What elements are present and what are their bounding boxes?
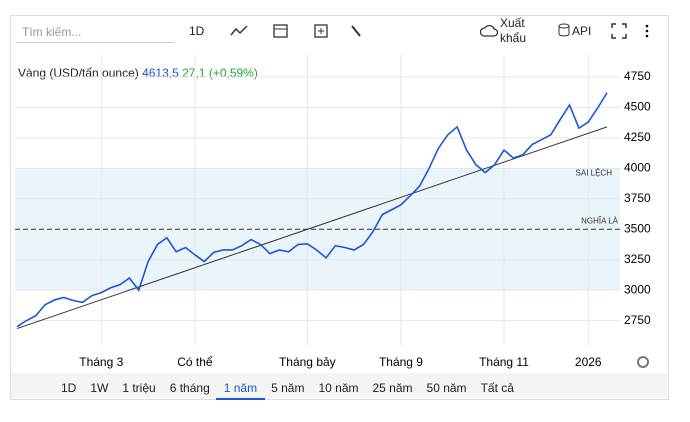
toolbar-icons xyxy=(230,24,361,38)
range-button[interactable]: 1 triệu xyxy=(122,381,156,395)
range-button[interactable]: 25 năm xyxy=(372,381,413,395)
x-tick-label: 2026 xyxy=(575,355,602,369)
trend-line xyxy=(16,126,608,330)
search-input[interactable]: Tìm kiếm... xyxy=(16,20,174,43)
x-tick-label: Tháng bảy xyxy=(279,355,336,369)
range-button[interactable]: 10 năm xyxy=(318,381,359,395)
fullscreen-menu-icons[interactable] xyxy=(610,22,655,40)
widget xyxy=(10,15,669,400)
calendar-icon[interactable] xyxy=(273,24,288,38)
range-button[interactable]: 50 năm xyxy=(426,381,467,395)
band-label: SAI LỆCH xyxy=(576,168,613,177)
interval-button[interactable]: 1D xyxy=(189,24,205,38)
y-tick-label: 4750 xyxy=(624,69,651,83)
api-button[interactable]: API xyxy=(572,24,592,38)
x-tick-label: Tháng 3 xyxy=(79,355,123,369)
x-tick-label: Tháng 9 xyxy=(379,355,423,369)
range-button[interactable]: Tất cả xyxy=(480,381,514,395)
y-tick-label: 3250 xyxy=(624,252,651,266)
range-button[interactable]: 5 năm xyxy=(271,381,305,395)
export-button[interactable]: Xuất khẩu xyxy=(500,16,527,45)
y-tick-label: 2750 xyxy=(624,313,651,327)
range-button[interactable]: 1 năm xyxy=(215,381,266,400)
add-icon[interactable] xyxy=(314,24,328,38)
y-tick-label: 4500 xyxy=(624,100,651,114)
chart-type-icon[interactable] xyxy=(230,25,248,36)
add-icon-plus xyxy=(318,28,324,34)
price-line xyxy=(16,92,608,328)
y-tick-label: 4000 xyxy=(624,160,651,174)
range-button[interactable]: 1W xyxy=(90,381,109,395)
x-tick-label: Tháng 11 xyxy=(479,355,529,369)
range-button[interactable]: 6 tháng xyxy=(169,381,210,395)
mean-label: NGHĨA LÀ xyxy=(581,216,619,225)
api-icon xyxy=(558,23,570,37)
tools-icon[interactable] xyxy=(351,25,361,37)
range-button[interactable]: 1D xyxy=(61,381,77,395)
export-icon[interactable] xyxy=(480,22,500,40)
range-bar: 1D 1W 1 triệu 6 tháng 1 năm 5 năm 10 năm 25 năm… xyxy=(11,373,667,400)
x-tick-label: Có thể xyxy=(177,355,213,369)
y-tick-label: 3750 xyxy=(624,191,651,205)
y-tick-label: 3500 xyxy=(624,221,651,235)
y-tick-label: 4250 xyxy=(624,130,651,144)
y-tick-label: 3000 xyxy=(624,282,651,296)
settings-icon[interactable] xyxy=(637,356,649,368)
